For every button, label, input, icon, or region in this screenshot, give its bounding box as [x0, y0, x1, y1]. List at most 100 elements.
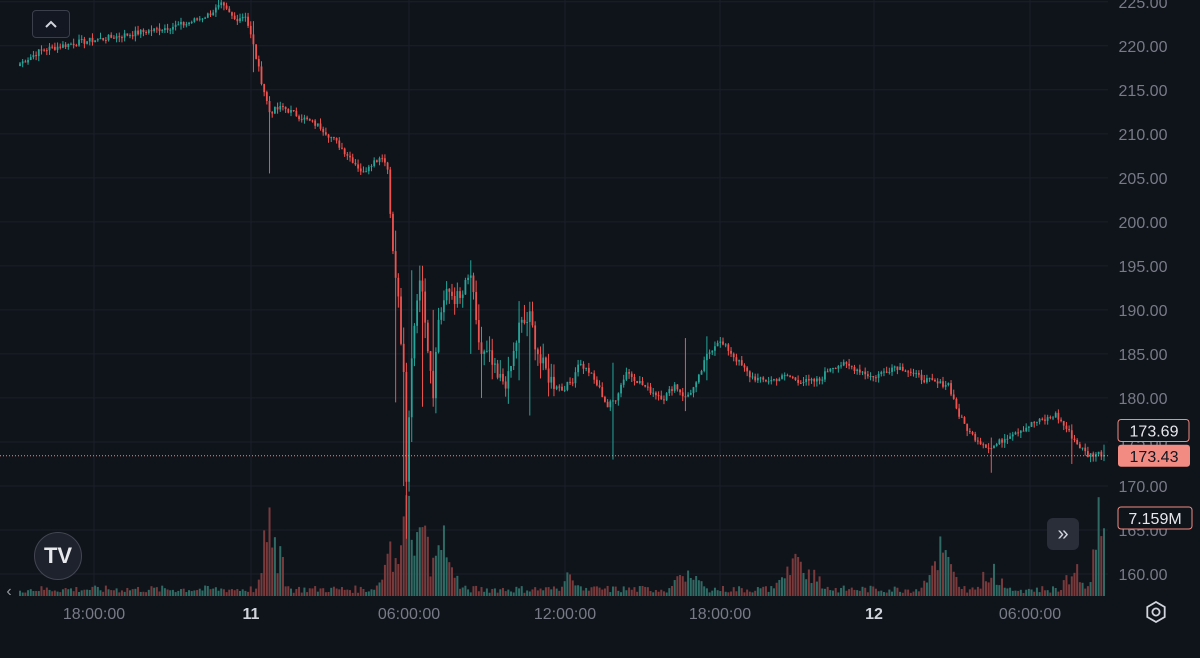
candle-body — [791, 376, 794, 378]
candle-body — [188, 22, 190, 25]
volume-bar — [166, 589, 169, 596]
candle-body — [722, 341, 724, 345]
candle-body — [220, 2, 223, 6]
candle-body — [947, 383, 950, 386]
candle-body — [700, 370, 703, 375]
candle-body — [389, 169, 392, 214]
candle-body — [893, 366, 896, 368]
candle-body — [448, 288, 451, 292]
volume-bar — [147, 589, 150, 596]
candle-body — [917, 373, 920, 375]
volume-bar — [620, 592, 623, 596]
candle-body — [408, 417, 410, 482]
x-tick-label: 06:00:00 — [378, 606, 440, 623]
candle-body — [1092, 453, 1095, 457]
volume-bar — [94, 585, 97, 596]
volume-bar — [236, 589, 239, 596]
candle-body — [418, 280, 421, 301]
volume-bar — [711, 590, 714, 596]
scroll-left-arrow[interactable]: ‹ — [2, 583, 16, 600]
volume-bar — [641, 585, 644, 596]
volume-bar — [797, 556, 800, 596]
candle-body — [759, 377, 762, 379]
volume-bar — [563, 581, 566, 596]
candle-body — [515, 342, 518, 351]
y-axis[interactable]: 225.00 220.00 215.00 210.00 205.00 200.00 195.… — [1119, 0, 1168, 584]
volume-bar — [78, 592, 81, 596]
volume-bar — [1022, 592, 1025, 596]
scroll-to-realtime-button[interactable]: » — [1047, 518, 1079, 550]
tradingview-logo-icon[interactable]: TV — [34, 532, 82, 580]
candle-body — [805, 379, 808, 382]
candle-body — [985, 444, 987, 448]
volume-bar — [273, 537, 276, 596]
candle-body — [888, 371, 891, 373]
volume-bar — [746, 589, 749, 596]
candle-body — [333, 137, 335, 139]
volume-bar — [740, 588, 743, 596]
candle-body — [968, 430, 971, 433]
volume-bar — [201, 590, 204, 596]
candle-body — [67, 43, 70, 48]
settings-button[interactable] — [1144, 600, 1168, 624]
candle-body — [1100, 451, 1103, 457]
candle-body — [657, 395, 660, 397]
volume-bar — [1049, 592, 1052, 596]
candle-body — [891, 367, 893, 372]
candle-body — [271, 112, 274, 114]
x-axis[interactable]: 18:00:00 11 06:00:00 12:00:00 18:00:00 12 06:0… — [63, 606, 1061, 623]
volume-bar — [1011, 590, 1014, 596]
candle-body — [252, 34, 255, 45]
volume-bar — [1043, 590, 1046, 596]
volume-bar — [287, 586, 290, 596]
volume-bar — [638, 586, 641, 596]
candle-body — [51, 46, 54, 48]
volume-bar — [823, 588, 826, 596]
volume-bar — [365, 591, 368, 596]
candle-body — [966, 423, 969, 431]
candle-body — [263, 84, 266, 93]
volume-bar — [306, 592, 309, 596]
candle-body — [641, 381, 644, 385]
volume-bar — [976, 586, 979, 596]
candle-body — [134, 30, 137, 37]
volume-bar — [684, 581, 687, 596]
volume-bar — [721, 585, 724, 596]
candle-body — [429, 351, 432, 371]
candle-body — [585, 367, 588, 369]
candle-body — [797, 379, 800, 383]
candle-body — [239, 18, 241, 22]
candle-body — [727, 344, 730, 351]
y-tick-label: 160.00 — [1119, 567, 1168, 584]
volume-bar — [832, 590, 834, 596]
candle-body — [928, 378, 931, 380]
candle-body — [80, 39, 83, 41]
candle-body — [1006, 438, 1009, 440]
volume-bar — [206, 585, 209, 596]
volume-bar — [72, 591, 75, 596]
volume-bar — [990, 577, 993, 596]
candle-body — [375, 160, 378, 162]
candle-body — [139, 29, 142, 35]
volume-bar — [907, 589, 910, 596]
volume-bar — [332, 586, 335, 596]
volume-bar — [595, 586, 598, 596]
candle-body — [40, 49, 43, 51]
volume-bar — [480, 587, 483, 596]
candle-body — [987, 447, 990, 449]
candle-body — [526, 321, 529, 324]
collapse-button[interactable] — [32, 10, 70, 38]
volume-bar — [732, 587, 735, 596]
volume-bar — [896, 587, 899, 596]
volume-bar — [842, 585, 845, 596]
volume-bar — [950, 564, 953, 596]
volume-bar — [440, 550, 443, 596]
candle-body — [110, 34, 113, 38]
volume-bar — [1078, 582, 1081, 596]
volume-bar — [695, 575, 698, 596]
candle-body — [177, 24, 180, 26]
candle-body — [341, 147, 343, 149]
candle-body — [872, 375, 875, 378]
